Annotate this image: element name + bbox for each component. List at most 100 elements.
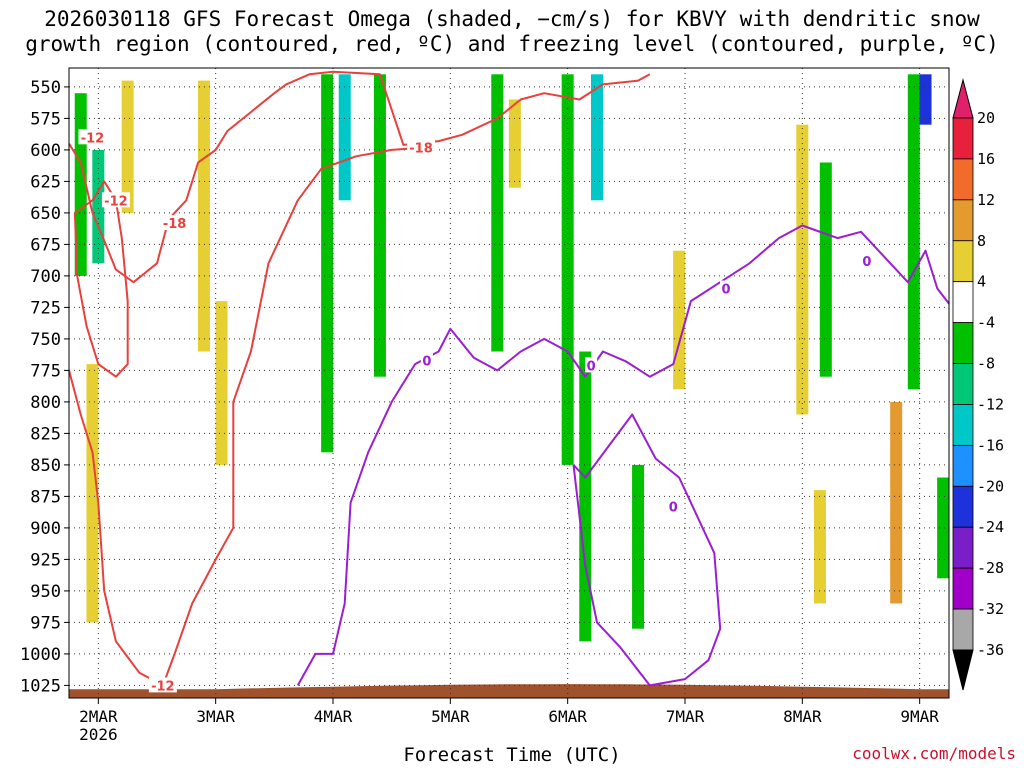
freezing-label: 0 (862, 255, 871, 270)
colorbar-label: 20 (977, 109, 995, 127)
freezing-label: 0 (587, 359, 596, 374)
y-tick-label: 775 (30, 361, 61, 381)
colorbar-bin (952, 526, 974, 569)
y-axis: 550 575 600 625 650 675 700 725 750 775 800 825 850 8… (20, 78, 69, 696)
colorbar-bin (952, 281, 974, 324)
y-tick-label: 1025 (20, 676, 61, 696)
y-tick-label: 850 (30, 456, 61, 476)
omega-cell-4 (197, 80, 210, 352)
x-tick-label: 3MAR (196, 707, 235, 726)
omega-cell-19 (890, 401, 903, 604)
y-tick-label: 975 (30, 613, 61, 633)
freezing-label-bg (860, 252, 873, 268)
omega-cell-9 (491, 74, 504, 352)
chart-title-line-2: growth region (contoured, red, ºC) and f… (25, 32, 999, 56)
colorbar-label: -32 (977, 600, 1004, 618)
omega-cell-13 (579, 351, 592, 642)
x-tick-label: 9MAR (900, 707, 939, 726)
y-tick-label: 675 (30, 235, 61, 255)
chart-title-line-1: 2026030118 GFS Forecast Omega (shaded, −… (44, 7, 980, 31)
y-tick-label: 750 (30, 330, 61, 350)
x-tick-year-label: 2026 (79, 725, 118, 744)
freezing-label-bg (585, 357, 598, 373)
x-axis: 2MAR 3MAR 4MAR 5MAR 6MAR 7MAR 8MAR 9MAR 2026 (79, 698, 939, 744)
colorbar-bin (952, 158, 974, 201)
y-tick-label: 550 (30, 78, 61, 98)
dendritic-label-bg (407, 139, 435, 155)
colorbar-bin (952, 117, 974, 160)
x-tick-label: 4MAR (314, 707, 353, 726)
omega-cell-11 (561, 74, 574, 465)
colorbar-bin (952, 240, 974, 283)
dendritic-label-bg (78, 129, 107, 145)
colorbar-bin (952, 608, 974, 651)
omega-shading-layer (74, 74, 950, 642)
colorbar-label: 8 (977, 232, 986, 250)
freezing-level-contour-lower (572, 413, 722, 687)
freezing-label-bg (420, 352, 433, 368)
colorbar-over-triangle (952, 78, 974, 119)
omega-cell-20 (907, 74, 920, 390)
y-tick-label: 925 (30, 550, 61, 570)
omega-cell-15 (673, 250, 686, 390)
y-tick-label: 900 (30, 519, 61, 539)
dendritic-label-bg (148, 677, 177, 693)
omega-cell-5 (215, 301, 228, 465)
colorbar-label: 16 (977, 150, 995, 168)
credit-text: coolwx.com/models (852, 744, 1016, 763)
dendritic-label: -12 (104, 194, 128, 209)
omega-cell-22 (937, 477, 950, 579)
dendritic-label-bg (101, 192, 130, 208)
y-tick-label: 600 (30, 141, 61, 161)
colorbar-label: -24 (977, 518, 1004, 536)
terrain-band (69, 684, 949, 698)
colorbar-label: 4 (977, 273, 986, 291)
gridlines (69, 68, 949, 698)
omega-cell-12 (591, 74, 603, 201)
contour-layer (68, 70, 950, 687)
dendritic-label: -12 (151, 679, 175, 694)
omega-cell-14 (632, 464, 645, 629)
omega-cell-7 (338, 74, 351, 201)
colorbar-label: -36 (977, 641, 1004, 659)
omega-cell-17 (819, 162, 832, 377)
colorbar-label: -12 (977, 395, 1004, 413)
freezing-label: 0 (669, 500, 678, 515)
omega-cell-8 (373, 74, 386, 377)
x-tick-label: 6MAR (548, 707, 587, 726)
dendritic-label-bg (160, 214, 189, 230)
colorbar-label: -8 (977, 355, 995, 373)
freezing-label: 0 (722, 283, 731, 298)
y-tick-label: 700 (30, 267, 61, 287)
dendritic-label: -18 (163, 217, 187, 232)
omega-cell-16 (796, 124, 809, 415)
contour-labels: -12 -18 -18 -12 -12 0 0 0 0 0 (78, 129, 873, 694)
omega-cell-18 (813, 490, 826, 604)
y-tick-label: 575 (30, 109, 61, 129)
y-tick-label: 725 (30, 298, 61, 318)
colorbar-bin (952, 485, 974, 528)
dendritic-contour-neg18 (73, 180, 129, 378)
dendritic-label: -18 (409, 141, 433, 156)
omega-cell-6 (321, 74, 334, 453)
y-tick-label: 1000 (20, 645, 61, 665)
colorbar-label: -4 (977, 314, 995, 332)
freezing-label-bg (720, 280, 733, 296)
colorbar-label: -20 (977, 477, 1004, 495)
x-tick-label: 5MAR (431, 707, 470, 726)
x-tick-label: 8MAR (783, 707, 822, 726)
terrain-layer (69, 684, 949, 698)
y-tick-label: 950 (30, 582, 61, 602)
colorbar-bin (952, 404, 974, 446)
freezing-label: 0 (422, 354, 431, 369)
y-tick-label: 800 (30, 393, 61, 413)
colorbar-bin (952, 363, 974, 405)
x-tick-label: 7MAR (666, 707, 705, 726)
colorbar-bin (952, 567, 974, 610)
colorbar-label: -28 (977, 559, 1004, 577)
colorbar-bin (952, 199, 974, 242)
y-tick-label: 875 (30, 487, 61, 507)
colorbar-bin (952, 444, 974, 487)
omega-cell-21 (919, 74, 932, 125)
